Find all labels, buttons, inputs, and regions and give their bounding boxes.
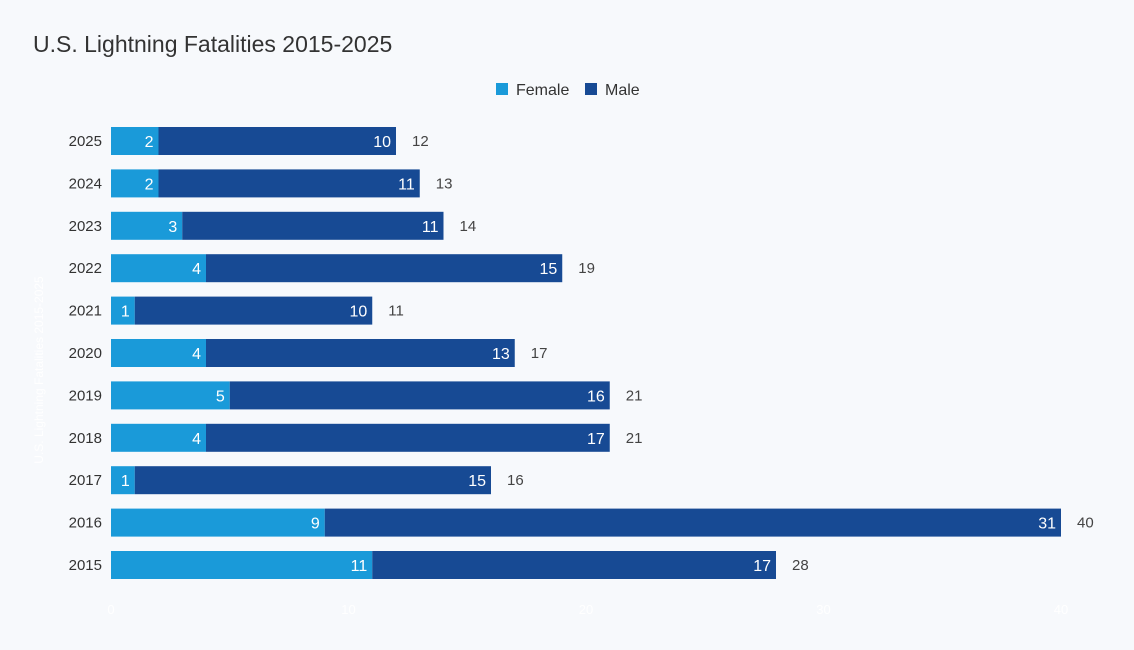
data-label-male: 13 (492, 346, 510, 363)
data-label-male: 10 (349, 304, 367, 321)
data-label-female: 5 (216, 388, 225, 405)
bar-female-2017[interactable] (111, 466, 135, 495)
y-axis-label: U.S. Lightning Fatalities 2015-2025 (32, 276, 46, 464)
data-label-female: 4 (192, 431, 201, 448)
bar-male-2021[interactable] (134, 296, 373, 325)
bar-female-2019[interactable] (111, 381, 230, 410)
bar-row-2024: 2024 2 11 13 (69, 169, 453, 198)
chart-title: U.S. Lightning Fatalities 2015-2025 (33, 31, 392, 57)
bar-row-2021: 2021 1 10 11 (69, 296, 404, 325)
data-label-female: 2 (145, 176, 154, 193)
bar-row-2019: 2019 5 16 21 (69, 381, 643, 410)
data-label-female: 4 (192, 261, 201, 278)
bar-male-2022[interactable] (206, 254, 563, 283)
bar-male-2024[interactable] (158, 169, 420, 198)
legend-swatch-male (585, 83, 597, 95)
data-label-male: 31 (1038, 516, 1056, 533)
data-label-male: 17 (587, 431, 605, 448)
data-label-male: 15 (468, 473, 486, 490)
category-label: 2015 (69, 557, 102, 574)
total-label: 12 (412, 133, 429, 150)
x-axis: 0 10 20 30 40 (107, 602, 1068, 617)
total-label: 19 (578, 260, 595, 277)
bar-row-2022: 2022 4 15 19 (69, 254, 595, 283)
x-tick-label: 10 (341, 602, 355, 617)
category-label: 2020 (69, 345, 102, 362)
category-label: 2025 (69, 133, 102, 150)
data-label-female: 4 (192, 346, 201, 363)
data-label-male: 15 (539, 261, 557, 278)
bar-female-2023[interactable] (111, 211, 183, 240)
data-label-female: 11 (351, 558, 368, 575)
category-label: 2023 (69, 218, 102, 235)
total-label: 17 (531, 345, 548, 362)
data-label-female: 3 (168, 219, 177, 236)
data-label-female: 1 (121, 304, 130, 321)
legend-item-female[interactable]: Female (496, 82, 569, 99)
category-label: 2018 (69, 430, 102, 447)
bar-male-2018[interactable] (206, 423, 610, 452)
bar-male-2017[interactable] (134, 466, 491, 495)
bar-female-2015[interactable] (111, 551, 373, 579)
bar-female-2022[interactable] (111, 254, 206, 283)
category-label: 2017 (69, 472, 102, 489)
bar-row-2020: 2020 4 13 17 (69, 339, 548, 367)
data-label-female: 1 (121, 473, 130, 490)
bar-male-2020[interactable] (206, 339, 515, 367)
x-tick-label: 0 (107, 602, 114, 617)
total-label: 28 (792, 557, 809, 574)
category-label: 2021 (69, 303, 102, 320)
total-label: 21 (626, 430, 643, 447)
category-label: 2019 (69, 387, 102, 404)
bar-row-2023: 2023 3 11 14 (69, 211, 477, 240)
bar-row-2017: 2017 1 15 16 (69, 466, 524, 495)
legend-label-female: Female (516, 82, 569, 99)
bar-male-2025[interactable] (158, 127, 397, 155)
total-label: 14 (460, 218, 477, 235)
legend: Female Male (496, 82, 640, 99)
total-label: 11 (388, 303, 404, 320)
bar-female-2025[interactable] (111, 127, 159, 155)
total-label: 21 (626, 387, 643, 404)
total-label: 13 (436, 175, 453, 192)
bar-female-2021[interactable] (111, 296, 135, 325)
data-label-male: 11 (422, 219, 439, 236)
x-tick-label: 40 (1054, 602, 1068, 617)
data-label-female: 9 (311, 516, 320, 533)
bar-male-2015[interactable] (372, 551, 776, 579)
bar-female-2020[interactable] (111, 339, 206, 367)
bar-row-2015: 2015 11 17 28 (69, 551, 809, 579)
bar-female-2016[interactable] (111, 508, 325, 537)
bar-male-2019[interactable] (229, 381, 610, 410)
bar-row-2025: 2025 2 10 12 (69, 127, 429, 155)
total-label: 16 (507, 472, 524, 489)
category-label: 2024 (69, 175, 102, 192)
total-label: 40 (1077, 515, 1094, 532)
x-tick-label: 30 (816, 602, 830, 617)
legend-item-male[interactable]: Male (585, 82, 640, 99)
data-label-male: 11 (398, 176, 415, 193)
legend-label-male: Male (605, 82, 640, 99)
bar-row-2018: 2018 4 17 21 (69, 423, 643, 452)
data-label-male: 17 (753, 558, 771, 575)
bar-female-2018[interactable] (111, 423, 206, 452)
bar-male-2016[interactable] (324, 508, 1061, 537)
bar-female-2024[interactable] (111, 169, 159, 198)
category-label: 2016 (69, 515, 102, 532)
bar-row-2016: 2016 9 31 40 (69, 508, 1094, 537)
legend-swatch-female (496, 83, 508, 95)
x-tick-label: 20 (579, 602, 593, 617)
bar-male-2023[interactable] (182, 211, 444, 240)
data-label-male: 16 (587, 388, 605, 405)
data-label-female: 2 (145, 134, 154, 151)
data-label-male: 10 (373, 134, 391, 151)
category-label: 2022 (69, 260, 102, 277)
